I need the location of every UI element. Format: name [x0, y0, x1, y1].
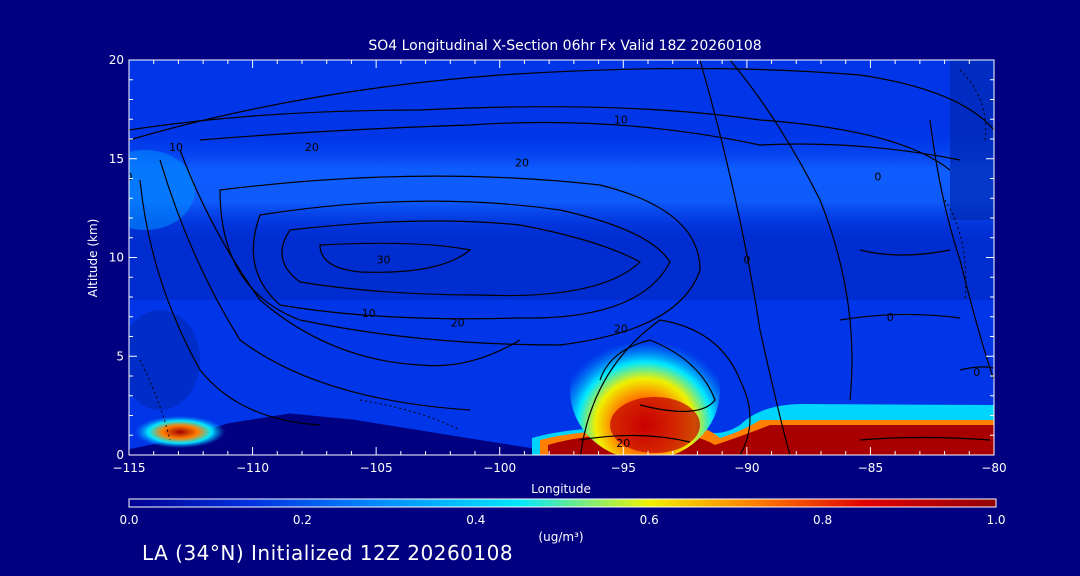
- x-axis: −115 −110 −105 −100 −95 −90 −85 −80: [113, 60, 1007, 475]
- x-tick-label: −110: [236, 461, 269, 475]
- contour-label: 20: [451, 317, 465, 330]
- contour-label: 0: [887, 311, 894, 324]
- colorbar-tick-label: 0.4: [466, 513, 485, 527]
- y-tick-label: 20: [109, 53, 124, 67]
- west-upper-band-maximum: [129, 150, 195, 230]
- contour-label-group: 10 20 10 20 30 10 20 20 20 0 0 0 0 0: [126, 113, 980, 450]
- contour-label: 20: [515, 157, 529, 170]
- colorbar-tick-label: 0.8: [813, 513, 832, 527]
- contour-label: 10: [614, 113, 628, 126]
- y-axis: 0 5 10 15 20: [109, 53, 994, 462]
- contour-label: 10: [169, 141, 183, 154]
- chart-title: SO4 Longitudinal X-Section 06hr Fx Valid…: [368, 38, 761, 54]
- x-tick-label: −115: [113, 461, 146, 475]
- x-tick-label: −100: [483, 461, 516, 475]
- y-tick-label: 5: [116, 349, 124, 363]
- colorbar-tick-label: 0.2: [293, 513, 312, 527]
- contour-label: 0: [874, 171, 881, 184]
- contour-label: 0: [973, 366, 980, 379]
- y-tick-label: 10: [109, 251, 124, 265]
- dotted-contour-lines: [139, 69, 987, 441]
- x-tick-label: −105: [360, 461, 393, 475]
- west-low-region: [129, 310, 200, 410]
- plot-area: 10 20 10 20 30 10 20 20 20 0 0 0 0 0: [126, 60, 994, 455]
- colorbar-tick-label: 0.0: [119, 513, 138, 527]
- upper-altitude-band: [129, 130, 994, 240]
- contour-label: 20: [305, 141, 319, 154]
- colorbar: [128, 498, 997, 508]
- east-upper-low-region: [950, 60, 994, 220]
- x-tick-label: −80: [981, 461, 1006, 475]
- y-tick-label: 0: [116, 448, 124, 462]
- x-tick-label: −90: [734, 461, 759, 475]
- contour-label: 10: [362, 307, 376, 320]
- y-axis-label: Altitude (km): [86, 219, 100, 298]
- contour-label: 20: [616, 437, 630, 450]
- x-tick-label: −95: [611, 461, 636, 475]
- footer-caption: LA (34°N) Initialized 12Z 20260108: [142, 541, 514, 565]
- terrain-profile: [129, 413, 994, 455]
- west-plume: [135, 416, 225, 448]
- contour-label: 30: [377, 253, 391, 266]
- colorbar-unit-label: (ug/m³): [538, 530, 583, 544]
- colorbar-tick-label: 1.0: [986, 513, 1005, 527]
- contour-lines: [129, 60, 994, 455]
- y-tick-label: 15: [109, 152, 124, 166]
- contour-label: 20: [614, 323, 628, 336]
- x-tick-label: −85: [858, 461, 883, 475]
- x-axis-label: Longitude: [531, 482, 591, 496]
- colorbar-tick-label: 0.6: [640, 513, 659, 527]
- colorbar-ticks: 0.0 0.2 0.4 0.6 0.8 1.0: [119, 513, 1005, 527]
- contour-label: 0: [743, 253, 750, 266]
- contour-label: 0: [126, 171, 133, 184]
